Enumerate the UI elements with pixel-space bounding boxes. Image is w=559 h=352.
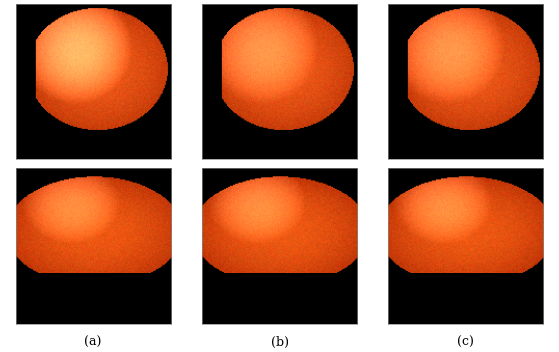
Text: (b): (b) (271, 335, 288, 348)
Text: (c): (c) (457, 335, 474, 348)
Text: (a): (a) (84, 335, 102, 348)
